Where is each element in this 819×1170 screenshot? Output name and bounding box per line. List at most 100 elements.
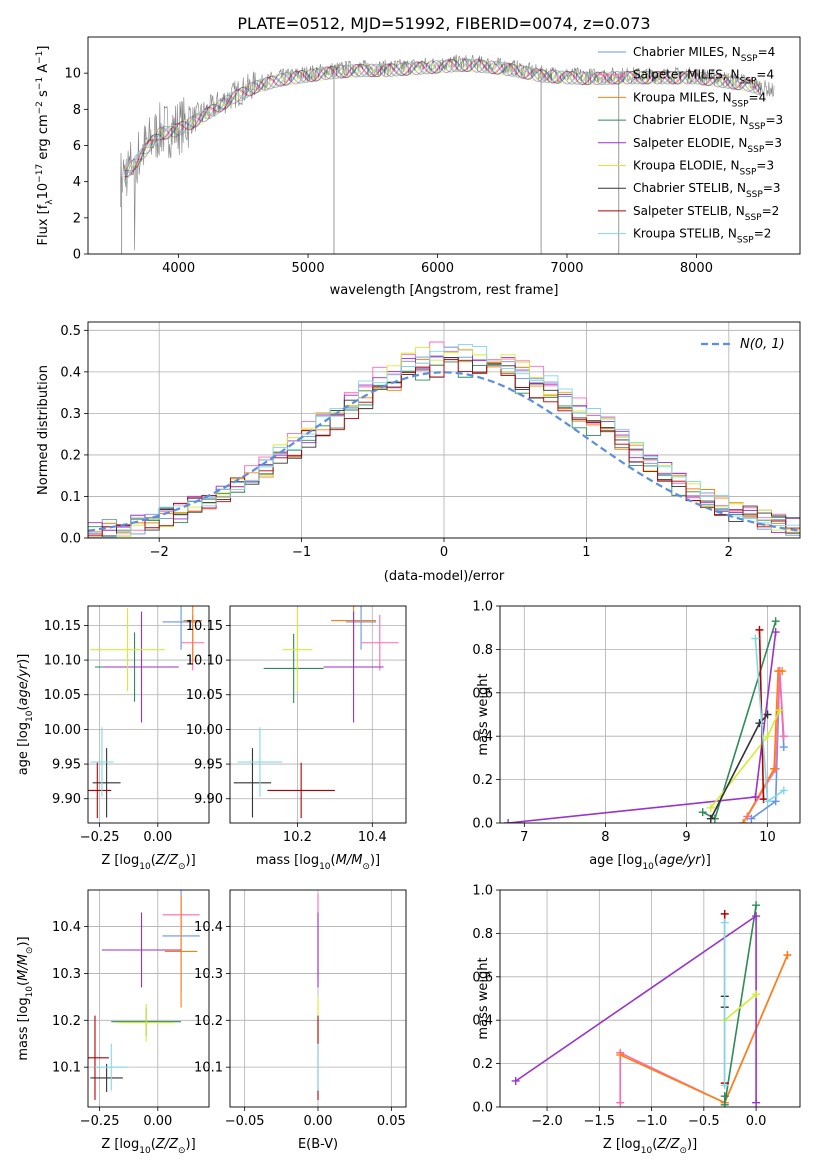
- weight-point: [778, 667, 787, 676]
- y-tick-label: 0.4: [472, 1014, 493, 1029]
- x-tick-label: 5000: [292, 261, 325, 276]
- x-tick-label: 7: [520, 830, 528, 845]
- weight-point: [720, 918, 729, 927]
- y-axis-label: Flux [fλ10−17 erg cm−2 s−1 A−1]: [35, 46, 55, 246]
- weight-point: [504, 819, 513, 823]
- model-fit-line: [124, 59, 762, 178]
- x-tick-label: −1.5: [584, 1114, 616, 1129]
- weight-point: [747, 814, 756, 823]
- weight-point: [720, 909, 729, 918]
- y-tick-label: 6: [73, 139, 81, 154]
- y-tick-label: 0.0: [472, 817, 493, 832]
- weight-point: [775, 706, 784, 715]
- x-axis-label: mass [log10(M/M⊙)]: [256, 853, 380, 872]
- weight-point: [720, 1092, 729, 1101]
- x-axis-label: (data-model)/error: [384, 569, 505, 584]
- axes-frame: [87, 605, 210, 824]
- weight-point: [771, 617, 780, 626]
- y-axis-label: mass weight: [476, 957, 491, 1039]
- y-tick-label: 8: [73, 103, 81, 118]
- y-tick-label: 9.95: [52, 758, 81, 773]
- weight-point: [763, 732, 772, 741]
- axes-frame: [229, 605, 407, 824]
- weight-point: [752, 912, 761, 921]
- legend-entry: Salpeter STELIB, NSSP=2: [633, 204, 779, 223]
- x-axis-label: wavelength [Angstrom, rest frame]: [330, 283, 559, 298]
- x-axis-label: age [log10(age/yr)]: [589, 853, 711, 872]
- y-tick-label: 1.0: [472, 884, 493, 899]
- legend-entry: Salpeter ELODIE, NSSP=3: [633, 136, 782, 155]
- y-tick-label: 4: [73, 175, 81, 190]
- x-tick-label: 2: [725, 545, 733, 560]
- y-tick-label: 10.4: [52, 920, 81, 935]
- chart-weight-vs-age: 7 8 9 10 0.0 0.2 0.4 0.6 0.8 1.0 age [log10(age/yr…: [472, 600, 801, 872]
- weight-point: [752, 990, 761, 999]
- x-tick-label: 0: [440, 545, 448, 560]
- y-tick-label: 0.8: [472, 643, 493, 658]
- x-tick-label: 8: [601, 830, 609, 845]
- y-tick-label: 10.05: [186, 688, 223, 703]
- x-tick-label: 9: [682, 830, 690, 845]
- y-tick-label: 10.4: [194, 920, 223, 935]
- x-tick-label: −0.25: [80, 1114, 120, 1129]
- plot-area: [230, 606, 406, 823]
- chart-mass-vs-EBV: −0.05 0.00 0.05 10.1 10.2 10.3 10.4 E(B-V): [194, 889, 407, 1152]
- plot-area: [500, 606, 800, 823]
- y-tick-label: 0.3: [60, 407, 81, 422]
- y-tick-label: 10.10: [186, 654, 223, 669]
- weight-line: [515, 914, 757, 1103]
- weight-point: [751, 792, 760, 801]
- weight-line: [710, 709, 781, 809]
- chart-mass-vs-Z: −0.25 0.00 10.1 10.2 10.3 10.4 Z [log10(Z/Z⊙)]…: [16, 889, 210, 1156]
- y-tick-label: 10: [64, 67, 81, 82]
- y-tick-label: 2: [73, 211, 81, 226]
- y-tick-label: 0.5: [60, 324, 81, 339]
- x-tick-label: −0.5: [688, 1114, 720, 1129]
- y-tick-label: 9.90: [194, 792, 223, 807]
- weight-point: [763, 710, 772, 719]
- legend-entry: N(0, 1): [740, 337, 785, 352]
- legend-entry: Kroupa MILES, NSSP=4: [633, 90, 766, 109]
- x-tick-label: 0.05: [377, 1114, 406, 1129]
- plot-area: [88, 322, 800, 538]
- legend-entry: Kroupa ELODIE, NSSP=3: [633, 159, 774, 178]
- x-tick-label: −2: [150, 545, 169, 560]
- y-tick-label: 9.90: [52, 792, 81, 807]
- axes-frame: [87, 321, 801, 539]
- weight-point: [706, 814, 715, 823]
- y-tick-label: 10.2: [52, 1014, 81, 1029]
- figure-title: PLATE=0512, MJD=51992, FIBERID=0074, z=0…: [237, 14, 650, 33]
- y-axis-label: age [log10(age/yr)]: [16, 654, 35, 776]
- x-tick-label: 7000: [550, 261, 583, 276]
- x-tick-label: 4000: [162, 261, 195, 276]
- weight-point: [739, 819, 748, 823]
- y-tick-label: 9.95: [194, 758, 223, 773]
- y-axis-label: mass [log10(M/M⊙)]: [16, 936, 35, 1060]
- x-axis-label: Z [log10(Z/Z⊙)]: [603, 1137, 697, 1156]
- legend-entry: Chabrier STELIB, NSSP=3: [633, 181, 781, 200]
- x-tick-label: 8000: [680, 261, 713, 276]
- x-tick-label: −0.05: [225, 1114, 265, 1129]
- y-tick-label: 0.1: [60, 490, 81, 505]
- residual-histogram: [88, 359, 800, 538]
- weight-point: [616, 1098, 625, 1107]
- axes-frame: [499, 605, 801, 824]
- y-tick-label: 10.2: [194, 1014, 223, 1029]
- weight-point: [779, 786, 788, 795]
- legend-entry: Chabrier ELODIE, NSSP=3: [633, 113, 783, 132]
- x-tick-label: 10: [759, 830, 776, 845]
- plot-area: [120, 54, 775, 254]
- x-tick-label: −1.0: [636, 1114, 668, 1129]
- y-tick-label: 0.4: [472, 730, 493, 745]
- x-tick-label: 0.00: [304, 1114, 333, 1129]
- weight-point: [720, 1081, 729, 1090]
- weight-point: [511, 1076, 520, 1085]
- weight-point: [771, 797, 780, 806]
- weight-line: [508, 631, 777, 823]
- x-tick-label: 0.0: [746, 1114, 767, 1129]
- legend-entry: Kroupa STELIB, NSSP=2: [633, 227, 771, 246]
- chart-residuals: −2 −1 0 1 2 0.0 0.1 0.2 0.3 0.4 0.5 (data-model)/er…: [36, 321, 801, 584]
- legend-entry: Chabrier MILES, NSSP=4: [633, 45, 775, 64]
- x-tick-label: 0.00: [143, 1114, 172, 1129]
